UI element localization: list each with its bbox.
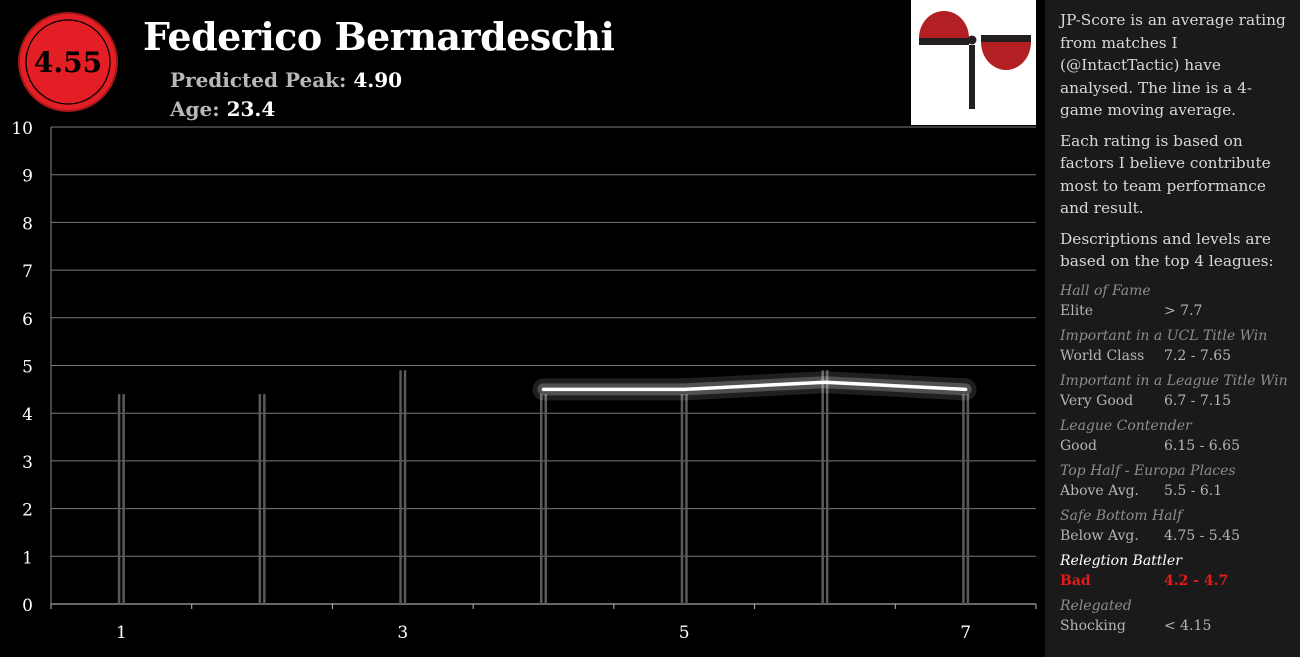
y-tick-label: 9: [22, 167, 33, 187]
x-tick-label: 7: [960, 623, 971, 643]
score-value: 4.55: [34, 46, 102, 79]
level-name: Elite: [1060, 302, 1094, 319]
y-tick-label: 4: [22, 405, 33, 425]
level-item: Important in a UCL Title Win World Class 7…: [1060, 326, 1294, 366]
level-title: League Contender: [1060, 417, 1192, 434]
x-tick-label: 1: [116, 623, 127, 643]
age-value: 23.4: [226, 97, 276, 121]
level-range: 7.2 - 7.65: [1164, 347, 1232, 364]
y-tick-label: 1: [22, 548, 33, 568]
level-item: Important in a League Title Win Very Good…: [1060, 371, 1294, 411]
level-list: Hall of Fame Elite > 7.7 Important in a UCL…: [1060, 281, 1294, 636]
moving-average-line: [541, 380, 968, 392]
y-tick-label: 7: [22, 262, 33, 282]
level-range: 6.15 - 6.65: [1164, 437, 1240, 454]
score-badge-circle: [18, 12, 118, 112]
y-axis: 0 1 2 3 4 5 6 7 8 9 10: [11, 119, 33, 616]
level-row: Good 6.15 - 6.65: [1060, 436, 1294, 456]
moving-average: [532, 371, 977, 401]
predicted-peak-label: Predicted Peak:: [170, 68, 347, 92]
level-item: League Contender Good 6.15 - 6.65: [1060, 416, 1294, 456]
age: Age: 23.4: [170, 97, 275, 121]
level-title: Safe Bottom Half: [1060, 507, 1183, 524]
bar: [122, 394, 125, 604]
bar: [685, 394, 688, 604]
sidebar: JP-Score is an average rating from match…: [1045, 0, 1300, 657]
player-name: Federico Bernardeschi: [143, 14, 615, 59]
level-item: Hall of Fame Elite > 7.7: [1060, 281, 1294, 321]
rating-chart: 0 1 2 3 4 5 6 7 8 9 10 1 3 5 7: [11, 119, 1037, 643]
level-range: < 4.15: [1164, 617, 1212, 634]
level-title: Hall of Fame: [1060, 282, 1151, 299]
level-title: Relegtion Battler: [1060, 552, 1182, 569]
y-tick-label: 2: [22, 501, 33, 521]
level-name: Good: [1060, 437, 1098, 454]
level-range: 4.2 - 4.7: [1164, 572, 1229, 589]
bar: [825, 370, 829, 604]
level-title: Relegated: [1060, 597, 1132, 614]
level-row: Below Avg. 4.75 - 5.45: [1060, 526, 1294, 546]
bar: [258, 394, 262, 604]
bar: [821, 370, 824, 604]
bar: [680, 394, 684, 604]
level-name: Above Avg.: [1060, 482, 1140, 499]
level-name: Shocking: [1060, 617, 1126, 634]
score-badge-ring: [25, 19, 111, 105]
level-row: Shocking < 4.15: [1060, 616, 1294, 636]
sidebar-intro: JP-Score is an average rating from match…: [1060, 11, 1286, 119]
level-item: Relegtion Battler Bad 4.2 - 4.7: [1060, 551, 1294, 591]
grid: [50, 126, 1037, 609]
level-name: World Class: [1060, 347, 1145, 364]
level-name: Below Avg.: [1060, 527, 1139, 544]
level-row: Bad 4.2 - 4.7: [1060, 571, 1294, 591]
level-title: Important in a League Title Win: [1060, 372, 1288, 389]
level-title: Top Half - Europa Places: [1060, 462, 1236, 479]
y-tick-label: 3: [22, 453, 33, 473]
y-tick-label: 5: [22, 358, 33, 378]
level-title: Important in a UCL Title Win: [1060, 327, 1268, 344]
level-range: 4.75 - 5.45: [1164, 527, 1240, 544]
score-badge: 4.55: [18, 12, 118, 112]
bar: [544, 394, 547, 604]
x-axis: 1 3 5 7: [116, 623, 971, 643]
level-item: Top Half - Europa Places Above Avg. 5.5 - …: [1060, 461, 1294, 501]
level-range: 6.7 - 7.15: [1164, 392, 1232, 409]
bar: [962, 394, 965, 604]
level-row: World Class 7.2 - 7.65: [1060, 346, 1294, 366]
y-tick-label: 10: [11, 119, 33, 139]
sidebar-levels-intro: Descriptions and levels are based on the…: [1060, 229, 1274, 271]
y-tick-label: 6: [22, 310, 33, 330]
level-item: Relegated Shocking < 4.15: [1060, 596, 1294, 636]
bar: [399, 370, 402, 604]
bar: [540, 394, 543, 604]
y-tick-label: 8: [22, 214, 33, 234]
level-range: > 7.7: [1164, 302, 1203, 319]
x-tick-label: 3: [397, 623, 408, 643]
bar: [117, 394, 121, 604]
jp-logo-graphic: [919, 11, 1031, 109]
level-row: Elite > 7.7: [1060, 301, 1294, 321]
bar: [966, 394, 970, 604]
match-bars: [117, 370, 970, 604]
sidebar-factors: Each rating is based on factors I believ…: [1060, 131, 1271, 218]
y-tick-label: 0: [22, 596, 33, 616]
predicted-peak: Predicted Peak: 4.90: [170, 68, 402, 92]
age-label: Age:: [170, 97, 220, 121]
level-item: Safe Bottom Half Below Avg. 4.75 - 5.45: [1060, 506, 1294, 546]
x-tick-label: 5: [679, 623, 690, 643]
level-name: Bad: [1060, 572, 1091, 589]
level-range: 5.5 - 6.1: [1164, 482, 1223, 499]
bar: [403, 370, 407, 604]
level-name: Very Good: [1060, 392, 1134, 409]
level-row: Very Good 6.7 - 7.15: [1060, 391, 1294, 411]
predicted-peak-value: 4.90: [353, 68, 403, 92]
bar: [263, 394, 266, 604]
level-row: Above Avg. 5.5 - 6.1: [1060, 481, 1294, 501]
jp-logo: [911, 0, 1036, 125]
